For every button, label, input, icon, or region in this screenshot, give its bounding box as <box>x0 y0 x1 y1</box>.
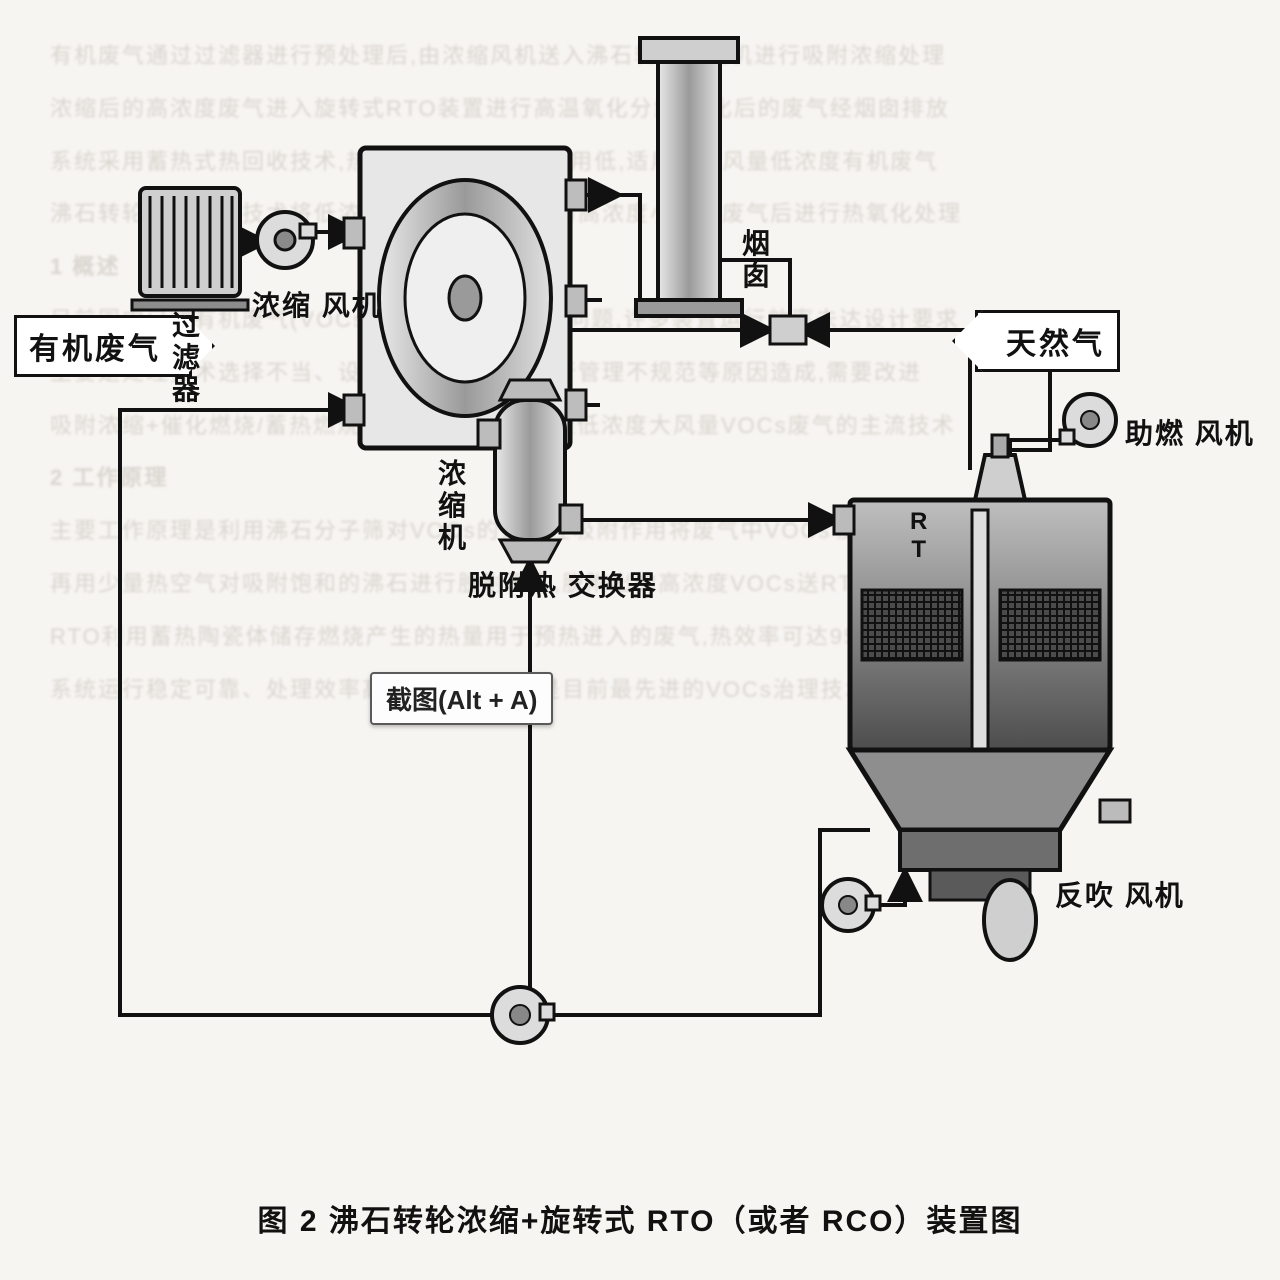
filter-unit <box>132 188 248 310</box>
label-stack: 烟 囱 <box>742 228 772 292</box>
inlet-gas-label: 有机废气 <box>14 315 192 377</box>
label-concentrator: 浓 缩 机 <box>438 458 468 555</box>
screenshot-tooltip[interactable]: 截图(Alt + A) <box>370 672 553 725</box>
concentration-fan <box>257 212 316 268</box>
label-backblow-fan: 反吹 风机 <box>1055 880 1185 912</box>
figure-caption: 图 2 沸石转轮浓缩+旋转式 RTO（或者 RCO）装置图 <box>0 1196 1280 1240</box>
natural-gas-label: 天然气 <box>975 310 1120 372</box>
assist-fan <box>1060 394 1116 446</box>
label-conc-fan: 浓缩 风机 <box>252 290 382 322</box>
label-assist-fan: 助燃 风机 <box>1125 418 1255 450</box>
label-filter: 过 滤 器 <box>172 310 202 407</box>
loop-fan <box>492 987 554 1043</box>
label-heat-exchanger: 脱附热 交换器 <box>468 570 658 602</box>
label-rto-mark: R T <box>910 508 929 563</box>
stack <box>636 38 806 344</box>
backblow-fan <box>822 879 880 931</box>
process-diagram <box>0 0 1280 1280</box>
